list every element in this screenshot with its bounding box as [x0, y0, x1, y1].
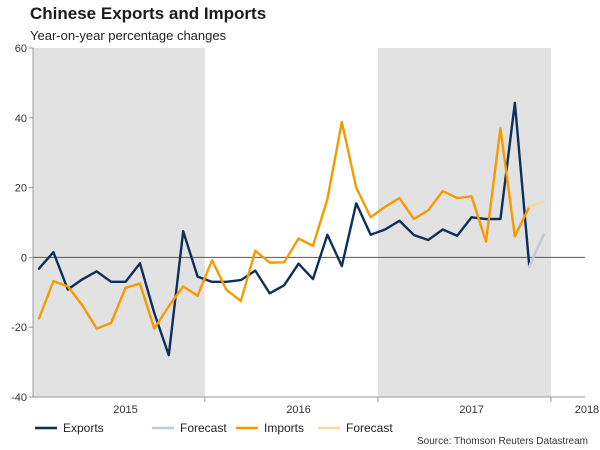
y-tick-label--20: -20 [11, 322, 27, 334]
legend-label-exports-forecast: Forecast [180, 421, 227, 435]
legend-label-imports-forecast: Forecast [346, 421, 393, 435]
axes: -40 -20 0 20 40 60 2015 2016 2017 2018 [11, 43, 599, 416]
legend-label-exports: Exports [63, 421, 104, 435]
imports-line [37, 120, 531, 330]
y-tick-label--40: -40 [11, 392, 27, 404]
shaded-period-1 [33, 48, 205, 397]
shaded-periods [33, 48, 551, 397]
legend-label-imports: Imports [264, 421, 304, 435]
legend: Exports Forecast Imports Forecast [35, 421, 393, 435]
series-lines [37, 101, 545, 357]
y-tick-label-60: 60 [15, 43, 27, 55]
x-tick-label-2018: 2018 [575, 404, 599, 416]
y-tick-label-40: 40 [15, 113, 27, 125]
x-tick-label-2015: 2015 [113, 404, 137, 416]
imports-forecast-line [528, 200, 545, 208]
exports-line [37, 101, 531, 357]
chart-title: Chinese Exports and Imports [30, 4, 267, 23]
y-tick-label-20: 20 [15, 183, 27, 195]
x-tick-label-2017: 2017 [459, 404, 483, 416]
x-tick-label-2016: 2016 [286, 404, 310, 416]
exports-forecast-line [528, 233, 545, 268]
chart-subtitle: Year-on-year percentage changes [30, 28, 227, 43]
source-note: Source: Thomson Reuters Datastream [417, 436, 588, 447]
y-tick-label-0: 0 [21, 252, 27, 264]
